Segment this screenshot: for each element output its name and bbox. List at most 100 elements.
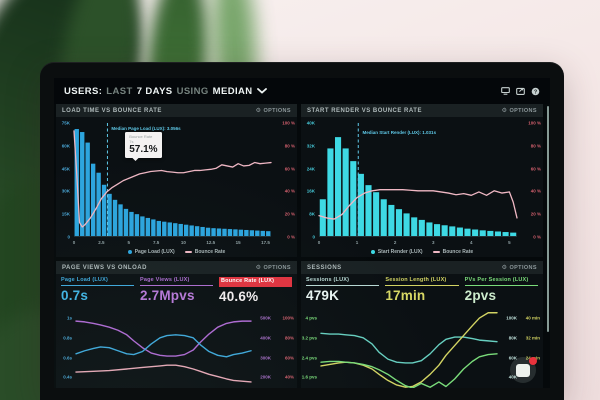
panel-header: PAGE VIEWS VS ONLOAD ⚙ OPTIONS (56, 261, 297, 274)
axis-label: 500K (260, 315, 271, 321)
legend-dot-icon (370, 250, 375, 254)
legend-label: Start Render (LUX) (377, 249, 423, 255)
gear-icon: ⚙ (501, 264, 508, 271)
median-annotation: Median Page Load (LUX): 3.056s (111, 126, 181, 132)
series-page-views (76, 321, 251, 356)
gear-icon: ⚙ (255, 107, 262, 114)
axis-label: 2.4 pvs (301, 355, 317, 361)
axis-label: 45K (61, 166, 70, 172)
y-axis-left: 75K 60K 45K 30K 15K 0 (56, 120, 72, 240)
dashboard-topbar: USERS: LAST 7 DAYS USING MEDIAN (54, 78, 550, 104)
share-icon[interactable] (516, 87, 525, 95)
options-button[interactable]: ⚙ OPTIONS (255, 264, 291, 271)
axis-label: 60K (61, 143, 70, 149)
axis-label: 60 % (284, 166, 295, 172)
axis-label: 0.4s (63, 374, 72, 380)
axis-label: 0.6s (63, 355, 72, 361)
x-tick-label: 15 (235, 240, 241, 245)
axis-label: 80K (508, 335, 517, 341)
x-tick-label: 2.5 (98, 240, 105, 245)
chart-legend: Start Render (LUX) Bounce Rate (301, 247, 543, 257)
series-session-length (321, 313, 497, 387)
panel-title: PAGE VIEWS VS ONLOAD (62, 264, 147, 271)
chart-tooltip: Bounce Rate 7s 57.1% (125, 132, 162, 158)
axis-label: 40K (306, 120, 315, 126)
chart-area: 1s 0.8s 0.6s 0.4s 500K 400K 300K 200K 100% 80% 6… (56, 310, 297, 388)
metric-label: Sessions (LUX) (306, 277, 380, 286)
axis-label: 15K (61, 211, 70, 217)
metric-label: Page Views (LUX) (140, 277, 213, 286)
legend-label: Bounce Rate (194, 249, 226, 255)
topbar-last-label: LAST (106, 85, 133, 97)
axis-label: 20 % (284, 211, 295, 217)
tooltip-subtitle: 7s (129, 139, 134, 145)
axis-label: 4 pvs (305, 315, 317, 321)
axis-label: 200K (260, 374, 271, 380)
axis-label: 0.8s (63, 335, 72, 341)
tooltip-value: 57.1% (129, 144, 158, 156)
options-button[interactable]: ⚙ OPTIONS (501, 264, 537, 271)
axis-label: 60 % (530, 166, 541, 172)
axis-label: 100K (506, 315, 517, 321)
x-tick-label: 4 (470, 240, 473, 245)
topbar-median-label: MEDIAN (212, 85, 253, 97)
axis-label: 1s (66, 315, 72, 321)
metric-page-views: Page Views (LUX) 2.7Mpvs (140, 277, 213, 304)
legend-item[interactable]: Start Render (LUX) (370, 249, 423, 255)
metric-label: Page Load (LUX) (61, 277, 134, 286)
metric-value: 40.6% (219, 288, 259, 304)
panel-body: 40K 32K 24K 16K 8K 0 100 % 80 % 60 % 40 % 20 % 0 %… (301, 117, 543, 257)
tooltip-title: Bounce Rate (129, 134, 153, 140)
axis-label: 100 % (528, 120, 541, 126)
axis-label: 8K (309, 211, 315, 217)
metrics-row: Page Load (LUX) 0.7s Page Views (LUX) 2.… (56, 274, 297, 304)
x-tick-label: 0 (317, 240, 321, 245)
axis-label: 100% (282, 315, 294, 321)
axis-label: 40 % (284, 188, 295, 194)
panel-body: 75K 60K 45K 30K 15K 0 100 % 80 % 60 % 40 % 20 % 0 … (56, 117, 297, 257)
chat-widget-button[interactable] (510, 357, 537, 383)
axis-label: 40% (284, 374, 294, 380)
options-button[interactable]: ⚙ OPTIONS (501, 107, 537, 114)
series-bounce-rate (319, 190, 517, 219)
x-tick-label: 7.5 (152, 240, 160, 245)
metric-session-length: Session Length (LUX) 17min (385, 277, 459, 303)
axis-label: 16K (306, 188, 315, 194)
chevron-down-icon (256, 86, 267, 97)
axis-label: 80 % (284, 143, 295, 149)
metric-sessions: Sessions (LUX) 479K (306, 277, 380, 303)
axis-label: 0 % (533, 234, 541, 240)
y-axis-right-pct: 100% 80% 60% 40% (276, 312, 296, 388)
load-time-chart: Median Page Load (LUX): 3.056s Bounce Ra… (74, 123, 271, 237)
options-button[interactable]: ⚙ OPTIONS (255, 107, 291, 114)
series-sessions (321, 333, 497, 363)
legend-item[interactable]: Bounce Rate (432, 249, 473, 255)
help-icon[interactable]: ? (531, 87, 540, 96)
axis-label: 40 % (530, 188, 541, 194)
axis-label: 75K (61, 120, 70, 126)
y-axis-right: 100 % 80 % 60 % 40 % 20 % 0 % (273, 120, 297, 240)
scrollbar[interactable] (546, 106, 549, 332)
svg-text:?: ? (534, 89, 537, 95)
timeframe-selector[interactable]: USERS: LAST 7 DAYS USING MEDIAN (64, 86, 267, 97)
gear-icon: ⚙ (255, 264, 262, 271)
axis-label: 100 % (282, 120, 295, 126)
y-axis-left: 1s 0.8s 0.6s 0.4s (56, 312, 74, 388)
axis-label: 0 (312, 234, 315, 240)
median-annotation: Median Start Render (LUX): 1.031s (362, 129, 437, 135)
axis-label: 20 % (530, 211, 541, 217)
display-icon[interactable] (501, 87, 510, 95)
metric-value: 2pvs (464, 287, 497, 303)
topbar-users-label: USERS: (64, 85, 103, 97)
legend-dot-icon (127, 250, 132, 254)
legend-item[interactable]: Bounce Rate (184, 249, 226, 255)
legend-item[interactable]: Page Load (LUX) (127, 249, 175, 255)
gear-icon: ⚙ (501, 107, 508, 114)
axis-label: 80% (284, 335, 294, 341)
axis-label: 80 % (530, 143, 541, 149)
x-tick-label: 5 (127, 240, 130, 245)
series-page-load (76, 335, 251, 357)
panel-header: SESSIONS ⚙ OPTIONS (301, 261, 543, 274)
panel-start-render: START RENDER VS BOUNCE RATE ⚙ OPTIONS 40K… (301, 104, 543, 257)
